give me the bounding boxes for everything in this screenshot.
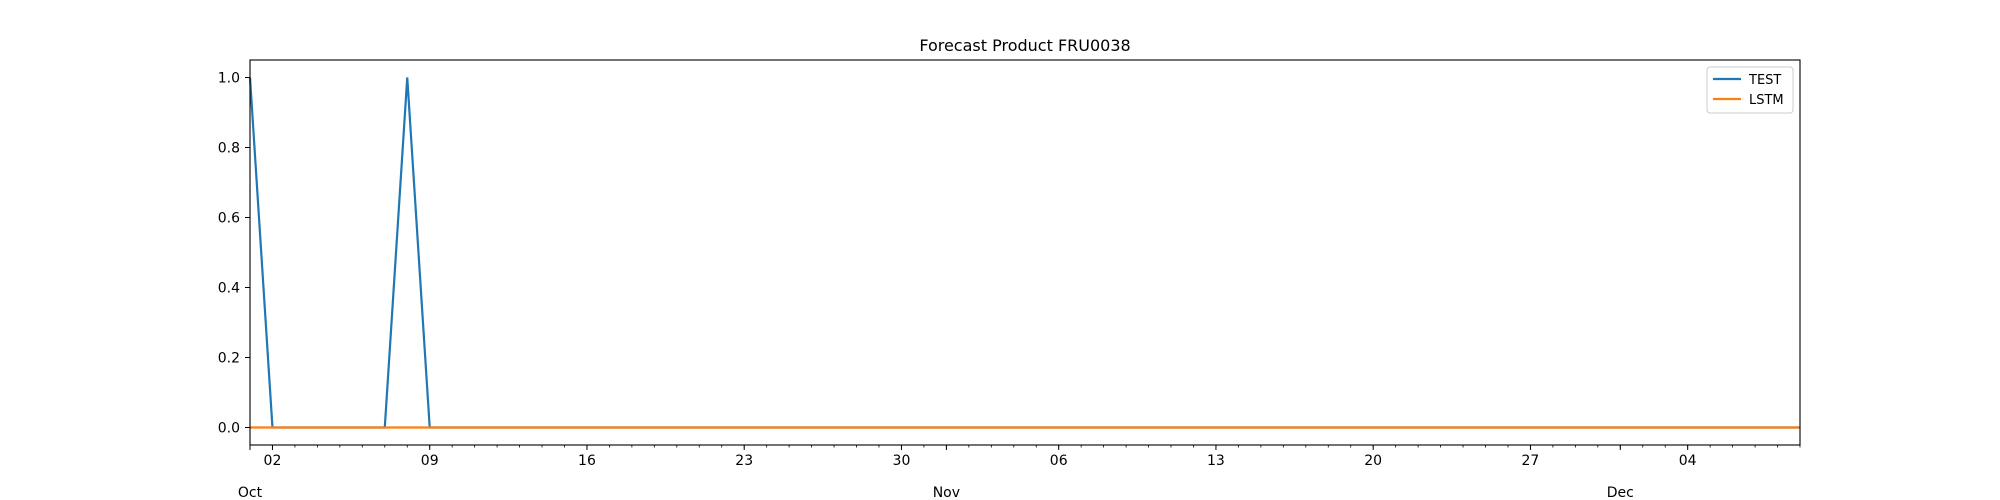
x-tick-label: 02: [264, 453, 282, 469]
plot-frame: [249, 59, 1801, 446]
x-month-label: Nov: [933, 485, 960, 500]
x-tick-label: 16: [578, 453, 596, 469]
x-tick-label: 13: [1207, 453, 1225, 469]
y-tick-label: 0.6: [218, 211, 240, 227]
legend: TEST LSTM: [1706, 66, 1794, 114]
x-tick-label: 23: [735, 453, 753, 469]
y-tick-label: 0.8: [218, 141, 240, 157]
legend-label-lstm: LSTM: [1749, 93, 1784, 108]
y-tick-label: 0.0: [218, 421, 240, 437]
y-tick-label: 0.2: [218, 351, 240, 367]
chart-title: Forecast Product FRU0038: [919, 36, 1130, 55]
x-tick-label: 30: [893, 453, 911, 469]
x-tick-label: 09: [421, 453, 439, 469]
x-tick-label: 20: [1364, 453, 1382, 469]
x-month-label: Dec: [1607, 485, 1634, 500]
x-tick-label: 27: [1522, 453, 1540, 469]
x-tick-label: 04: [1679, 453, 1697, 469]
x-tick-label: 06: [1050, 453, 1068, 469]
series-lines: [248, 77, 1800, 429]
y-tick-label: 1.0: [218, 71, 240, 87]
axis-ticks: 0.0 0.2 0.4 0.6 0.8 1.0 02 09 16 23 30 06 13 20 27 04 Oc…: [218, 71, 1801, 500]
y-tick-label: 0.4: [218, 281, 240, 297]
legend-label-test: TEST: [1748, 73, 1781, 88]
x-month-label: Oct: [238, 485, 263, 500]
